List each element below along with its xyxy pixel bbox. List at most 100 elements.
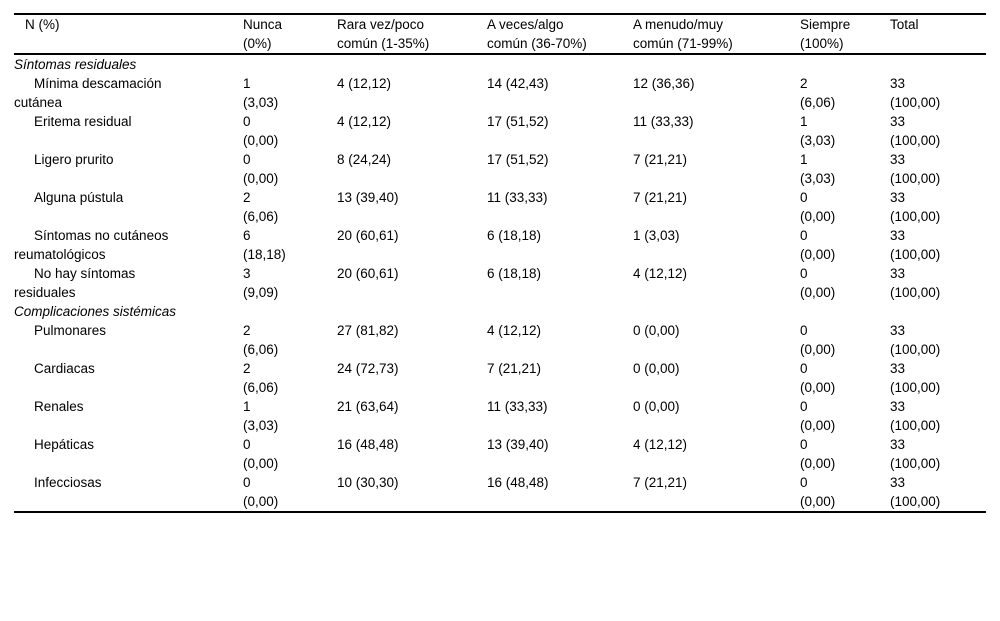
row-label: Alguna pústula — [34, 190, 124, 205]
table-cell: 16 (48,48) — [337, 437, 399, 452]
table-cell: 1 (3,03) — [800, 114, 836, 148]
section-header: Síntomas residuales — [14, 57, 137, 72]
table-cell: 0 (0,00) — [800, 437, 836, 471]
table-cell: 0 (0,00) — [633, 361, 680, 376]
table-cell: 0 (0,00) — [243, 475, 279, 509]
table-cell: 33 (100,00) — [890, 152, 941, 186]
table-cell: 20 (60,61) — [337, 228, 399, 243]
column-header-total: Total — [890, 14, 986, 55]
table-cell: 20 (60,61) — [337, 266, 399, 281]
table-cell: 33 (100,00) — [890, 76, 941, 110]
row-label: Síntomas no cutáneos reumatológicos — [14, 228, 169, 262]
table-row: Pulmonares 2 (6,06) 27 (81,82) 4 (12,12) 0 (… — [14, 321, 986, 359]
column-header-a-veces: A veces/algo común (36-70%) — [487, 14, 633, 55]
table-cell: 16 (48,48) — [487, 475, 549, 490]
table-cell: 0 (0,00) — [800, 323, 836, 357]
row-label: Cardiacas — [34, 361, 95, 376]
table-cell: 2 (6,06) — [243, 190, 279, 224]
section-header: Complicaciones sistémicas — [14, 304, 177, 319]
table-row: Cardiacas 2 (6,06) 24 (72,73) 7 (21,21) 0 (0… — [14, 359, 986, 397]
table-row: Hepáticas 0 (0,00) 16 (48,48) 13 (39,40) 4 (… — [14, 435, 986, 473]
table-cell: 27 (81,82) — [337, 323, 399, 338]
table-cell: 14 (42,43) — [487, 76, 549, 91]
table-cell: 4 (12,12) — [633, 437, 688, 452]
table-cell: 0 (0,00) — [633, 399, 680, 414]
table-cell: 11 (33,33) — [487, 190, 548, 205]
column-header-a-menudo: A menudo/muy común (71-99%) — [633, 14, 800, 55]
table-cell: 24 (72,73) — [337, 361, 399, 376]
column-header-rara-vez: Rara vez/poco común (1-35%) — [337, 14, 487, 55]
table-cell: 8 (24,24) — [337, 152, 392, 167]
table-cell: 33 (100,00) — [890, 437, 941, 471]
table-cell: 0 (0,00) — [243, 437, 279, 471]
table-cell: 6 (18,18) — [487, 228, 542, 243]
table-cell: 0 (0,00) — [243, 114, 279, 148]
table-row: Mínima descamación cutánea 1 (3,03) 4 (12,… — [14, 74, 986, 112]
table-cell: 2 (6,06) — [243, 323, 279, 357]
table-cell: 2 (6,06) — [243, 361, 279, 395]
table-cell: 1 (3,03) — [243, 399, 279, 433]
table-cell: 4 (12,12) — [487, 323, 542, 338]
table-cell: 10 (30,30) — [337, 475, 399, 490]
frequency-table: N (%) Nunca (0%) Rara vez/poco común (1-… — [14, 13, 986, 513]
table-cell: 3 (9,09) — [243, 266, 279, 300]
table-row: Renales 1 (3,03) 21 (63,64) 11 (33,33) 0 (0,… — [14, 397, 986, 435]
table-cell: 6 (18,18) — [243, 228, 286, 262]
row-label: Mínima descamación cutánea — [14, 76, 162, 110]
table-cell: 33 (100,00) — [890, 228, 941, 262]
table-row: Ligero prurito 0 (0,00) 8 (24,24) 17 (51,52… — [14, 150, 986, 188]
header-row: N (%) Nunca (0%) Rara vez/poco común (1-… — [14, 14, 986, 55]
column-header-n-pct: N (%) — [14, 14, 243, 55]
table-cell: 0 (0,00) — [243, 152, 279, 186]
table-cell: 12 (36,36) — [633, 76, 695, 91]
table-cell: 0 (0,00) — [800, 228, 836, 262]
table-cell: 1 (3,03) — [243, 76, 279, 110]
section-row: Complicaciones sistémicas — [14, 302, 986, 321]
table-cell: 0 (0,00) — [800, 190, 836, 224]
table-cell: 33 (100,00) — [890, 266, 941, 300]
table-row: Síntomas no cutáneos reumatológicos 6 (18… — [14, 226, 986, 264]
row-label: Infecciosas — [34, 475, 102, 490]
table-cell: 7 (21,21) — [487, 361, 542, 376]
table-cell: 0 (0,00) — [800, 266, 836, 300]
table-cell: 33 (100,00) — [890, 361, 941, 395]
row-label: Renales — [34, 399, 84, 414]
table-cell: 33 (100,00) — [890, 399, 941, 433]
table-cell: 7 (21,21) — [633, 475, 688, 490]
table-row: Alguna pústula 2 (6,06) 13 (39,40) 11 (33,3… — [14, 188, 986, 226]
table-cell: 17 (51,52) — [487, 152, 549, 167]
table-row: No hay síntomas residuales 3 (9,09) 20 (60… — [14, 264, 986, 302]
column-header-siempre: Siempre (100%) — [800, 14, 890, 55]
row-label: No hay síntomas residuales — [14, 266, 136, 300]
table-cell: 2 (6,06) — [800, 76, 836, 110]
table-cell: 0 (0,00) — [800, 361, 836, 395]
table-cell: 1 (3,03) — [800, 152, 836, 186]
row-label: Hepáticas — [34, 437, 95, 452]
table-cell: 1 (3,03) — [633, 228, 680, 243]
table-cell: 11 (33,33) — [633, 114, 694, 129]
table-row: Eritema residual 0 (0,00) 4 (12,12) 17 (51,… — [14, 112, 986, 150]
table-cell: 6 (18,18) — [487, 266, 542, 281]
row-label: Eritema residual — [34, 114, 132, 129]
table-cell: 4 (12,12) — [337, 76, 392, 91]
table-cell: 0 (0,00) — [633, 323, 680, 338]
section-row: Síntomas residuales — [14, 54, 986, 74]
table-cell: 21 (63,64) — [337, 399, 399, 414]
row-label: Pulmonares — [34, 323, 107, 338]
table-cell: 4 (12,12) — [633, 266, 688, 281]
table-cell: 11 (33,33) — [487, 399, 548, 414]
table-cell: 0 (0,00) — [800, 399, 836, 433]
table-cell: 17 (51,52) — [487, 114, 549, 129]
table-cell: 0 (0,00) — [800, 475, 836, 509]
table-cell: 33 (100,00) — [890, 323, 941, 357]
table-cell: 13 (39,40) — [337, 190, 399, 205]
page: N (%) Nunca (0%) Rara vez/poco común (1-… — [14, 13, 986, 513]
table-cell: 7 (21,21) — [633, 152, 688, 167]
table-cell: 33 (100,00) — [890, 475, 941, 509]
table-cell: 13 (39,40) — [487, 437, 549, 452]
table-row: Infecciosas 0 (0,00) 10 (30,30) 16 (48,48) 7… — [14, 473, 986, 512]
column-header-nunca: Nunca (0%) — [243, 14, 337, 55]
table-cell: 33 (100,00) — [890, 114, 941, 148]
table-cell: 33 (100,00) — [890, 190, 941, 224]
table-cell: 4 (12,12) — [337, 114, 392, 129]
